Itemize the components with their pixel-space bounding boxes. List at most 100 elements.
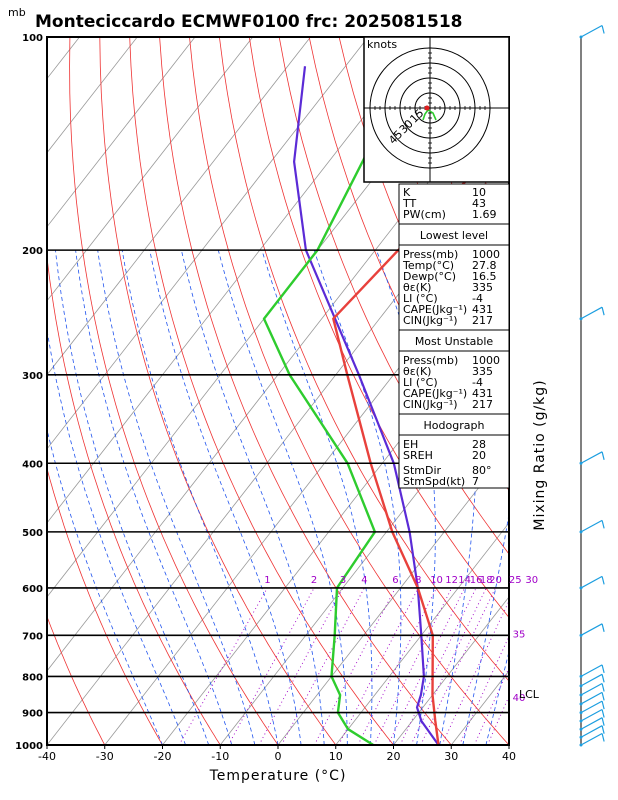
pressure-tick-label: 200: [22, 246, 43, 257]
hodograph-frame: [363, 36, 510, 183]
index-label: StmDir: [403, 464, 442, 477]
mixing-ratio-line: [314, 587, 396, 745]
mixing-ratio-line: [178, 587, 268, 745]
isotherm-line: [0, 37, 22, 745]
index-value: 217: [472, 314, 493, 327]
pressure-tick-label: 600: [22, 584, 43, 595]
pressure-tick-label: 500: [22, 528, 43, 539]
dry-adiabat-line: [99, 37, 337, 745]
isotherm-line: [277, 448, 509, 745]
temperature-tick-label: -30: [96, 750, 114, 763]
pressure-tick-label: 1000: [15, 741, 43, 752]
moist-adiabat-line: [462, 511, 509, 745]
index-value: 335: [472, 281, 493, 294]
units-mb-label: mb: [8, 6, 26, 19]
mixing-ratio-label: 20: [489, 575, 502, 586]
moist-adiabat-line: [97, 250, 256, 745]
isotherm-line: [393, 596, 509, 745]
dry-adiabat-line: [47, 254, 221, 745]
dry-adiabat-line: [248, 37, 509, 619]
index-value: 431: [472, 387, 493, 400]
index-box: [398, 413, 510, 489]
index-box: [398, 183, 510, 225]
index-value: 431: [472, 303, 493, 316]
wind-barb: [579, 725, 605, 739]
wind-barb: [579, 682, 605, 697]
index-label: θε(K): [403, 365, 431, 378]
mixing-ratio-line: [281, 587, 365, 745]
index-box: [398, 329, 510, 415]
isotherm-line: [47, 37, 254, 302]
x-axis-label: Temperature (°C): [209, 768, 347, 784]
index-label: TT: [402, 197, 417, 210]
pressure-tick-label: 800: [22, 672, 43, 683]
chart-title: Monteciccardo ECMWF0100 frc: 2025081518: [35, 12, 463, 32]
mixing-ratio-label: 4: [361, 575, 367, 586]
moist-adiabat-line: [121, 250, 279, 745]
index-label: Temp(°C): [402, 259, 454, 272]
hodograph-units-label: knots: [367, 38, 397, 51]
mixing-ratio-label: 1: [264, 575, 270, 586]
mixing-ratio-line: [373, 587, 453, 745]
moist-adiabat-line: [47, 428, 163, 745]
index-value: 335: [472, 365, 493, 378]
index-label: StmSpd(kt): [403, 475, 465, 488]
index-box: [398, 223, 510, 331]
index-section-header: Lowest level: [420, 229, 488, 242]
wind-barb: [579, 700, 605, 715]
wind-barb: [579, 575, 605, 590]
temperature-tick-label: 10: [329, 750, 343, 763]
isotherm-line: [47, 37, 196, 228]
index-label: K: [403, 186, 411, 199]
index-value: 43: [472, 197, 486, 210]
mixing-ratio-label: 3: [340, 575, 346, 586]
index-panel: K 10 TT 43 PW(cm) 1.69 Lowest level Press(mb) 10…: [398, 183, 510, 489]
dry-adiabat-line: [278, 37, 509, 555]
pressure-tick-label: 300: [22, 371, 43, 382]
pressure-tick-labels: 100 200 300 400 500 600 700 800 900 1000: [15, 33, 43, 752]
dry-adiabat-line: [578, 37, 618, 745]
isotherm-line: [335, 522, 509, 745]
temperature-tick-labels: -40 -30 -20 -10 0 10 20 30 40: [38, 745, 516, 763]
moist-adiabat-line: [55, 250, 210, 745]
index-value: 1000: [472, 354, 500, 367]
pressure-tick-label: 700: [22, 631, 43, 642]
dry-adiabat-line: [129, 37, 394, 745]
wind-barb: [579, 623, 605, 637]
moist-adiabat-line: [181, 250, 325, 745]
mixing-ratio-line: [473, 666, 509, 745]
moist-adiabat-line: [508, 743, 509, 745]
index-label: CAPE(Jkg⁻¹): [403, 387, 467, 400]
isotherm-line: [47, 37, 369, 450]
mixing-ratio-label: 12: [445, 575, 458, 586]
temperature-tick-label: 0: [275, 750, 282, 763]
index-section-header: Most Unstable: [415, 335, 494, 348]
mixing-ratio-label: 8: [415, 575, 421, 586]
mixing-ratio-label: 10: [430, 575, 443, 586]
mixing-ratio-label: 30: [525, 575, 538, 586]
mixing-ratio-label: 6: [392, 575, 398, 586]
mixing-ratio-label: 2: [311, 575, 317, 586]
index-value: -4: [472, 376, 483, 389]
dry-adiabat-line: [47, 467, 163, 745]
index-label: CIN(Jkg⁻¹): [403, 314, 458, 327]
wind-barb: [579, 673, 605, 688]
index-value: 27.8: [472, 259, 497, 272]
moist-adiabat-line: [313, 249, 402, 745]
wind-barb: [579, 519, 605, 534]
temperature-tick-label: 20: [387, 750, 401, 763]
index-label: EH: [403, 438, 418, 451]
isotherm-line: [567, 37, 618, 745]
pressure-tick-label: 100: [22, 33, 43, 44]
moist-adiabat-line: [75, 250, 233, 745]
temperature-tick-label: 30: [444, 750, 458, 763]
dry-adiabat-line: [47, 615, 106, 745]
dry-adiabat-line: [219, 37, 509, 682]
dry-adiabat-line: [549, 37, 618, 745]
temperature-tick-label: -10: [211, 750, 229, 763]
mixing-ratio-label: 18: [480, 575, 493, 586]
dry-adiabat-line: [189, 37, 509, 745]
wind-barb: [579, 708, 605, 723]
dry-adiabat-line: [69, 37, 279, 745]
